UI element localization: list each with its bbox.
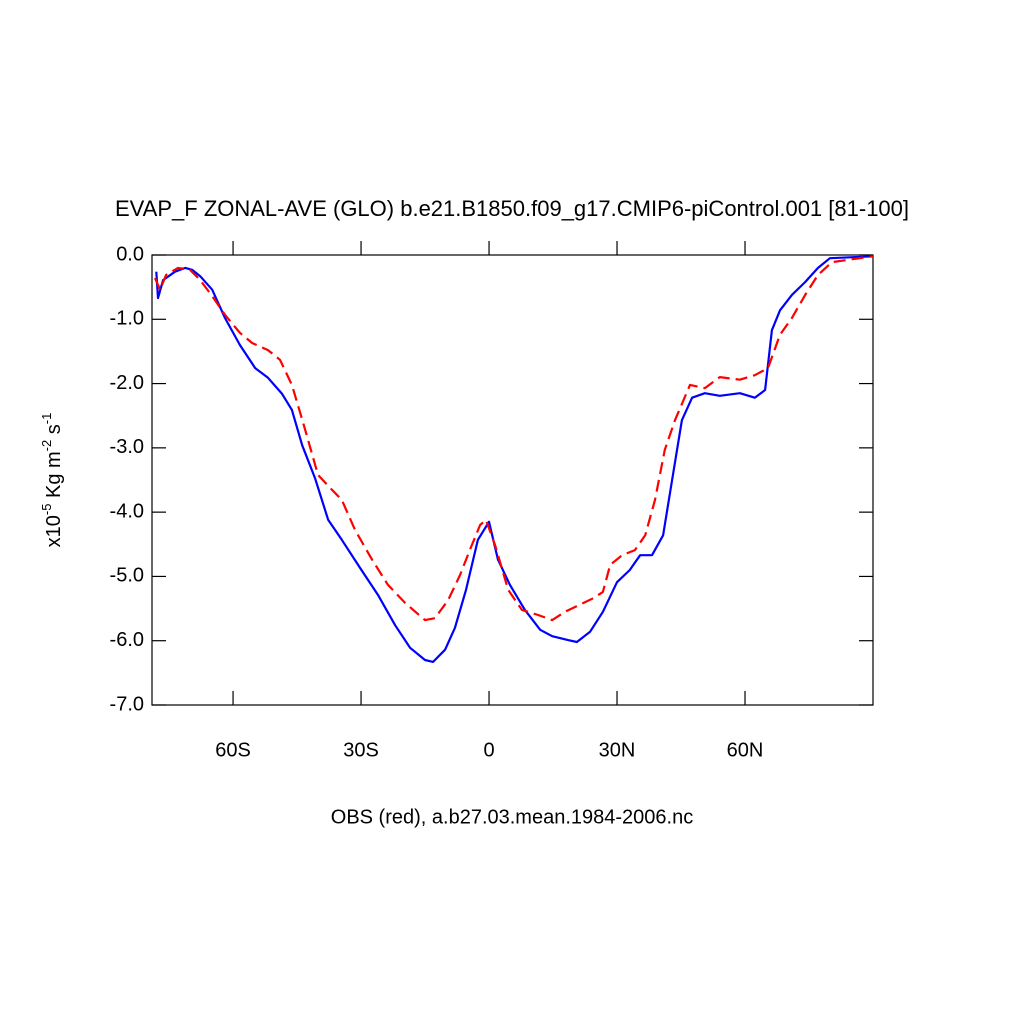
y-tick-label: -2.0 (110, 372, 144, 394)
y-axis-label: x10-5 Kg m-2 s-1 (39, 413, 65, 548)
plot-frame (151, 254, 874, 706)
data-line (155, 255, 874, 663)
x-tick-label: 60N (727, 739, 764, 761)
y-tick-label: -1.0 (110, 308, 144, 330)
y-axis-label-part: Kg m (43, 451, 65, 503)
x-tick-label: 0 (483, 739, 494, 761)
y-tick-label: -4.0 (110, 500, 144, 522)
y-axis-label-part: x10 (43, 515, 65, 547)
y-axis-label-part: -1 (39, 413, 54, 425)
y-axis-label-part: -5 (39, 504, 54, 516)
chart-title: EVAP_F ZONAL-AVE (GLO) b.e21.B1850.f09_g… (115, 196, 909, 221)
data-line (153, 255, 874, 622)
y-tick-label: -6.0 (110, 629, 144, 651)
y-tick-label: -5.0 (110, 565, 144, 587)
y-tick-label: -3.0 (110, 436, 144, 458)
y-tick-label: 0.0 (116, 243, 144, 265)
x-tick-label: 60S (215, 739, 251, 761)
y-tick-label: -7.0 (110, 693, 144, 715)
y-axis-label-part: -2 (39, 440, 54, 452)
x-axis-label: OBS (red), a.b27.03.mean.1984-2006.nc (331, 806, 693, 828)
x-tick-label: 30N (599, 739, 636, 761)
y-axis-label-part: s (43, 424, 65, 440)
x-tick-label: 30S (343, 739, 379, 761)
